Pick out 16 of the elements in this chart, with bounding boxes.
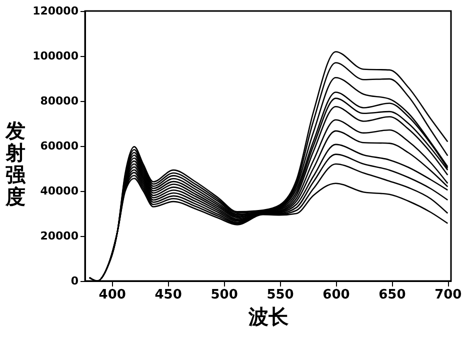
- y-tick-label: 100000: [32, 50, 79, 62]
- x-tick-label: 600: [322, 288, 350, 302]
- y-tick-label: 0: [70, 274, 79, 288]
- y-axis-title: 发射强度: [4, 118, 26, 208]
- y-tick-label: 120000: [32, 4, 79, 18]
- x-axis-title: 波长: [248, 304, 290, 328]
- x-tick-label: 450: [154, 288, 182, 302]
- x-tick-label: 400: [98, 288, 126, 302]
- y-tick-label: 40000: [40, 184, 79, 198]
- x-tick-label: 650: [378, 288, 406, 302]
- y-tick-label: 80000: [40, 94, 79, 108]
- x-tick-label: 500: [210, 288, 238, 302]
- y-tick-label: 20000: [40, 230, 79, 242]
- x-tick-label: 550: [266, 288, 294, 302]
- x-tick-label: 700: [434, 288, 462, 302]
- y-tick-label: 60000: [40, 140, 79, 152]
